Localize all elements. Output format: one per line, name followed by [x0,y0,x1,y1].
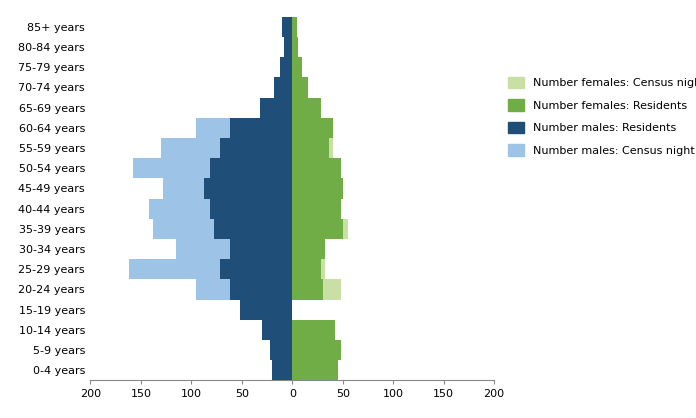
Bar [163,178,292,199]
Bar [292,77,308,97]
Bar [153,219,292,239]
Bar [292,118,331,138]
Bar [292,97,321,118]
Bar [292,57,302,77]
Bar [129,259,292,279]
Bar [292,259,324,279]
Bar [292,199,341,219]
Bar [133,158,292,178]
Bar [292,219,342,239]
Bar [292,138,329,158]
Bar [149,199,292,219]
Bar [292,239,323,259]
Bar [262,320,292,340]
Bar [292,340,341,360]
Bar [292,279,323,300]
Legend: Number females: Census night, Number females: Residents, Number males: Residents: Number females: Census night, Number fem… [508,77,696,156]
Bar [214,219,292,239]
Bar [196,118,292,138]
Bar [292,17,297,37]
Bar [292,239,324,259]
Bar [292,158,341,178]
Bar [292,178,335,199]
Bar [292,320,335,340]
Bar [230,279,292,300]
Bar [292,259,321,279]
Bar [283,17,292,37]
Bar [272,360,292,380]
Bar [284,37,292,57]
Bar [270,340,292,360]
Bar [230,239,292,259]
Bar [292,118,333,138]
Bar [292,219,348,239]
Bar [220,138,292,158]
Bar [292,360,338,380]
Bar [209,158,292,178]
Bar [292,158,341,178]
Bar [260,97,292,118]
Bar [203,178,292,199]
Bar [176,239,292,259]
Bar [292,178,342,199]
Bar [230,118,292,138]
Bar [292,199,333,219]
Bar [292,37,299,57]
Bar [274,77,292,97]
Bar [209,199,292,219]
Bar [220,259,292,279]
Bar [240,300,292,320]
Bar [161,138,292,158]
Bar [292,279,341,300]
Bar [280,57,292,77]
Bar [292,138,333,158]
Bar [196,279,292,300]
